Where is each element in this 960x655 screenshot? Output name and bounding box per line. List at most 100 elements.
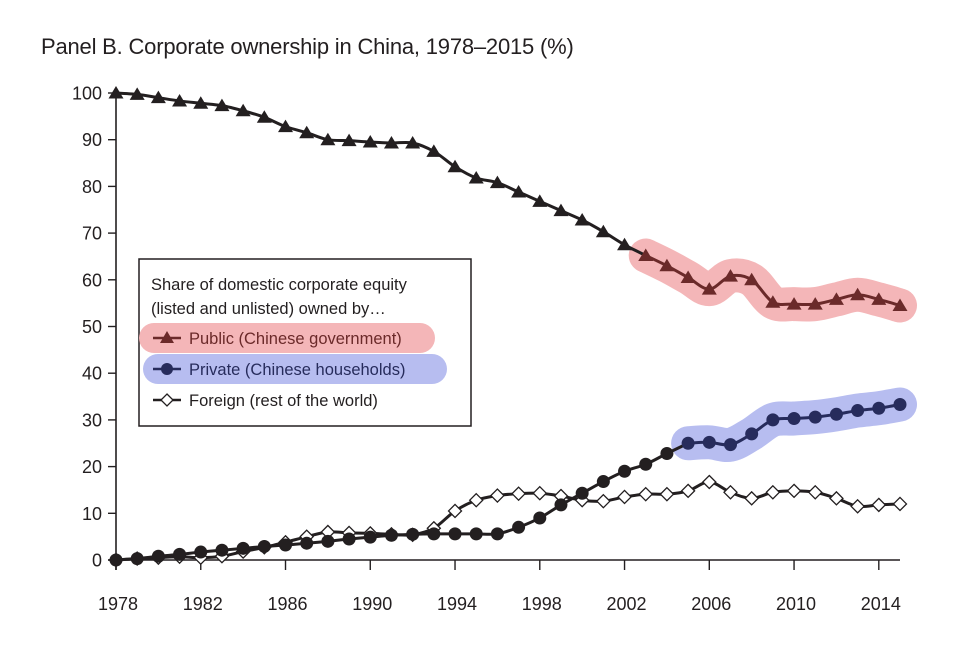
data-point (109, 553, 123, 567)
x-tick-label: 1978 (98, 594, 138, 614)
x-tick-label: 1994 (437, 594, 477, 614)
chart-title: Panel B. Corporate ownership in China, 1… (41, 34, 574, 59)
circle-marker-icon (161, 363, 173, 375)
data-point (787, 411, 801, 425)
axes: 0 10 20 30 40 50 60 70 80 90 100 1978 1982 1986 1990 19… (72, 84, 901, 615)
data-point (532, 485, 548, 501)
data-point (447, 159, 463, 173)
data-point (595, 493, 611, 509)
data-point (723, 438, 737, 452)
data-point (194, 545, 208, 559)
legend-label-foreign: Foreign (rest of the world) (189, 392, 378, 410)
data-point (511, 486, 527, 502)
data-point (659, 258, 675, 272)
x-tick-label: 1986 (267, 594, 307, 614)
data-point (533, 511, 547, 525)
data-point (575, 486, 589, 500)
data-point (786, 297, 802, 310)
data-point (215, 543, 229, 557)
data-point (596, 475, 610, 489)
legend-label-private: Private (Chinese households) (189, 361, 405, 379)
data-point (108, 86, 124, 99)
series-line (115, 91, 647, 257)
y-tick-label: 70 (82, 224, 102, 244)
data-point (574, 213, 590, 226)
y-tick-label: 0 (92, 551, 102, 571)
legend-item-foreign: Foreign (rest of the world) (153, 392, 378, 410)
data-point (511, 185, 527, 198)
triangle-marker-icon (160, 331, 174, 343)
x-tick-label: 2014 (861, 594, 901, 614)
data-point (468, 170, 484, 184)
y-tick-label: 80 (82, 177, 102, 197)
data-point (807, 297, 823, 310)
data-point (892, 496, 908, 512)
data-point (427, 527, 441, 541)
data-point (553, 203, 569, 217)
data-point (279, 538, 293, 552)
data-point (617, 489, 632, 505)
data-point (512, 520, 526, 534)
data-point (150, 90, 166, 104)
data-point (300, 536, 314, 550)
data-point (320, 132, 336, 146)
data-point (745, 427, 759, 441)
data-point (680, 270, 696, 283)
y-tick-label: 90 (82, 130, 102, 150)
diamond-marker-icon (160, 393, 174, 407)
y-tick-label: 10 (82, 504, 102, 524)
data-point (659, 486, 675, 502)
data-point (638, 486, 654, 502)
data-point (468, 492, 484, 508)
data-point (129, 87, 145, 100)
data-point (469, 527, 483, 541)
data-point (639, 457, 653, 471)
data-point (151, 549, 165, 563)
data-point (130, 552, 144, 566)
data-point (893, 397, 907, 411)
y-tick-label: 100 (72, 84, 102, 104)
data-point (871, 292, 887, 305)
data-point (786, 483, 802, 499)
data-point (299, 125, 315, 139)
data-point (872, 401, 886, 415)
data-point (342, 532, 356, 546)
data-point (765, 295, 781, 308)
data-point (362, 135, 378, 148)
legend-label-public: Public (Chinese government) (189, 330, 402, 348)
data-point (447, 503, 463, 519)
data-point (851, 404, 865, 418)
series-public (108, 86, 908, 311)
data-point (489, 175, 505, 189)
data-point (406, 527, 420, 541)
legend: Share of domestic corporate equity (list… (138, 258, 472, 427)
data-point (723, 484, 738, 500)
data-point (256, 110, 272, 123)
y-tick-label: 40 (82, 364, 102, 384)
data-point (257, 539, 271, 553)
data-point (341, 133, 357, 147)
data-point (532, 194, 548, 207)
series-foreign (108, 474, 908, 568)
data-point (829, 490, 844, 506)
data-point (363, 530, 377, 544)
series-layer (108, 86, 908, 568)
data-point (850, 287, 866, 301)
data-point (383, 135, 399, 149)
data-point (701, 282, 717, 295)
data-point (384, 528, 398, 542)
data-point (490, 527, 504, 541)
x-tick-label: 2010 (776, 594, 816, 614)
data-point (702, 435, 716, 449)
data-point (617, 237, 633, 251)
legend-heading-line1: Share of domestic corporate equity (151, 276, 408, 294)
legend-highlight-public (139, 323, 435, 353)
data-point (892, 298, 908, 311)
data-point (744, 490, 760, 506)
data-point (701, 474, 717, 490)
y-tick-label: 30 (82, 410, 102, 430)
data-point (214, 98, 230, 112)
data-point (405, 135, 421, 149)
data-point (426, 144, 442, 157)
